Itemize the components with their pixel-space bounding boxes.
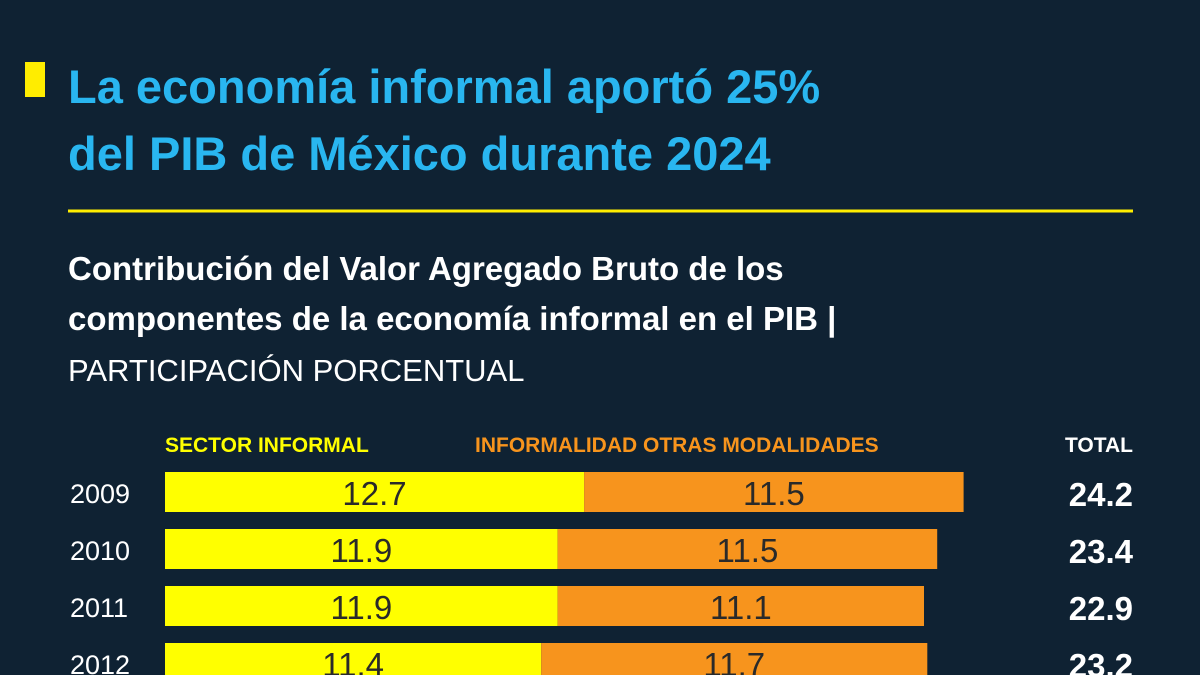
total-label: 23.4 [1069, 533, 1134, 570]
category-label: 2012 [70, 650, 130, 675]
bar-segment [541, 643, 928, 675]
unit-label: PARTICIPACIÓN PORCENTUAL [68, 353, 524, 388]
value-label: 11.9 [330, 532, 392, 569]
bar-segment [165, 643, 542, 675]
total-label: 22.9 [1069, 590, 1133, 627]
value-label: 11.5 [717, 532, 779, 569]
title-marker [25, 62, 45, 97]
chart-title: La economía informal aportó 25% [68, 60, 820, 113]
total-label: 23.2 [1069, 647, 1133, 675]
legend-label: SECTOR INFORMAL [165, 434, 369, 457]
value-label: 11.5 [743, 475, 805, 512]
chart-title: del PIB de México durante 2024 [68, 127, 771, 180]
subtitle: Contribución del Valor Agregado Bruto de… [68, 250, 784, 287]
totals-header: TOTAL [1065, 434, 1133, 457]
subtitle: componentes de la economía informal en e… [68, 300, 836, 337]
value-label: 11.1 [710, 589, 772, 626]
total-label: 24.2 [1069, 476, 1133, 513]
bar-segment [584, 472, 964, 512]
value-label: 11.9 [330, 589, 392, 626]
value-label: 11.7 [703, 646, 765, 675]
bar-segment [557, 529, 938, 569]
category-label: 2009 [70, 479, 130, 509]
legend-label: INFORMALIDAD OTRAS MODALIDADES [475, 434, 879, 457]
category-label: 2011 [70, 593, 128, 623]
bar-segment [165, 586, 558, 626]
value-label: 12.7 [342, 475, 406, 512]
value-label: 11.4 [322, 646, 384, 675]
bar-segment [557, 586, 924, 626]
bar-segment [165, 472, 585, 512]
bar-segment [165, 529, 558, 569]
category-label: 2010 [70, 536, 130, 566]
